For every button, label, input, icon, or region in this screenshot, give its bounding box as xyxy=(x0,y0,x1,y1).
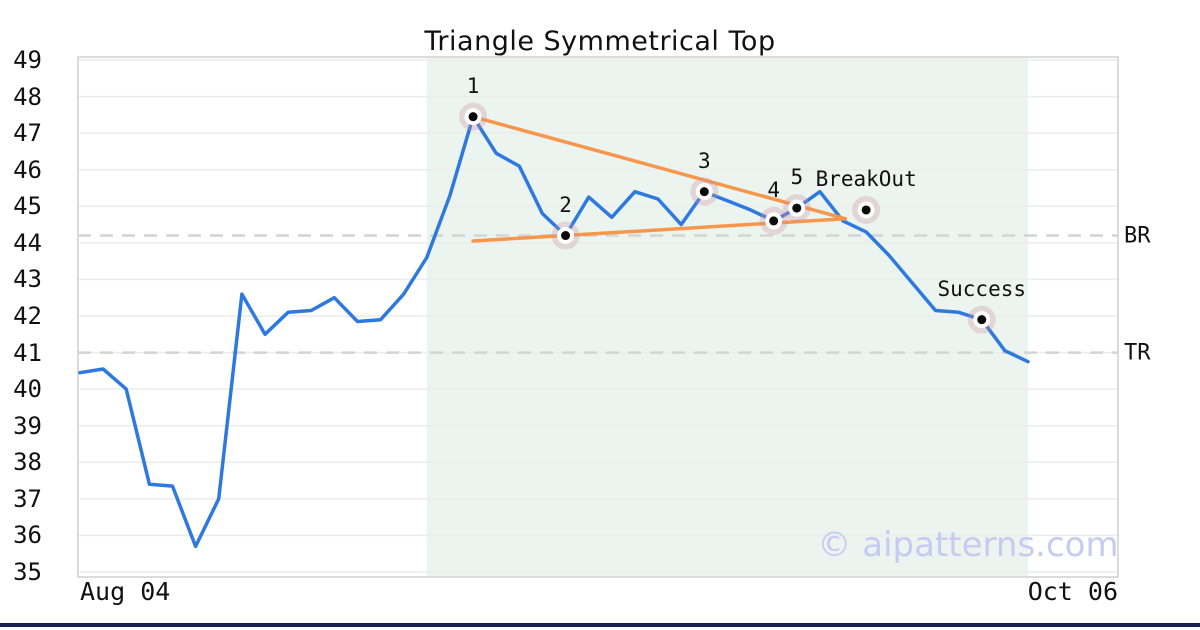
y-axis-tick-label: 45 xyxy=(13,192,42,221)
support-trendline xyxy=(471,216,848,243)
x-axis-tick-last: Oct 06 xyxy=(1027,577,1118,606)
y-axis-tick-label: 37 xyxy=(13,484,42,513)
x-axis-tick-first: Aug 04 xyxy=(80,577,171,606)
y-axis-tick-label: 40 xyxy=(13,375,42,404)
plot-border xyxy=(77,56,1119,578)
pattern-marker-label-2: 2 xyxy=(559,192,572,217)
resistance-trendline xyxy=(471,114,848,221)
y-axis-tick-label: 47 xyxy=(13,119,42,148)
price-line xyxy=(78,114,1030,549)
y-axis-tick-label: 39 xyxy=(13,411,42,440)
y-axis-tick-label: 44 xyxy=(13,228,42,257)
breakout-level-label: BR xyxy=(1124,223,1151,249)
chart-title: Triangle Symmetrical Top xyxy=(424,26,776,57)
pattern-marker-label-success: Success xyxy=(937,276,1027,301)
marker-dot xyxy=(769,216,779,226)
y-axis-tick-label: 46 xyxy=(13,155,42,184)
y-axis-tick-label: 48 xyxy=(13,82,42,111)
y-axis-tick-label: 36 xyxy=(13,521,42,550)
marker-dot xyxy=(977,315,987,325)
pattern-marker-label-1: 1 xyxy=(466,73,480,98)
bottom-bar xyxy=(0,623,1200,627)
y-axis-tick-label: 41 xyxy=(13,338,42,367)
marker-dot xyxy=(699,187,709,197)
highlight-region xyxy=(426,58,1029,576)
y-axis-tick-label: 43 xyxy=(13,265,42,294)
marker-dot xyxy=(861,205,871,215)
watermark: © aipatterns.com xyxy=(817,525,1119,565)
y-axis-tick-label: 49 xyxy=(13,46,42,74)
marker-dot xyxy=(561,231,571,241)
y-axis-tick-label: 38 xyxy=(13,448,42,477)
pattern-marker-label-breakout: BreakOut xyxy=(815,166,917,191)
pattern-marker-label-3: 3 xyxy=(697,148,711,173)
y-axis-tick-label: 35 xyxy=(13,557,42,586)
marker-dot xyxy=(468,112,478,122)
target-level-label: TR xyxy=(1124,340,1151,366)
pattern-marker-label-4: 4 xyxy=(767,177,780,202)
pattern-marker-label-5: 5 xyxy=(790,165,804,190)
y-axis-tick-label: 42 xyxy=(13,301,42,330)
marker-dot xyxy=(792,203,802,213)
